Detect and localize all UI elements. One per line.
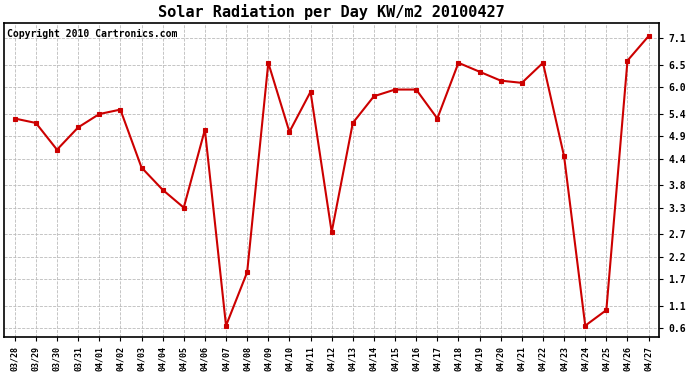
Title: Solar Radiation per Day KW/m2 20100427: Solar Radiation per Day KW/m2 20100427	[158, 4, 505, 20]
Text: Copyright 2010 Cartronics.com: Copyright 2010 Cartronics.com	[8, 29, 178, 39]
